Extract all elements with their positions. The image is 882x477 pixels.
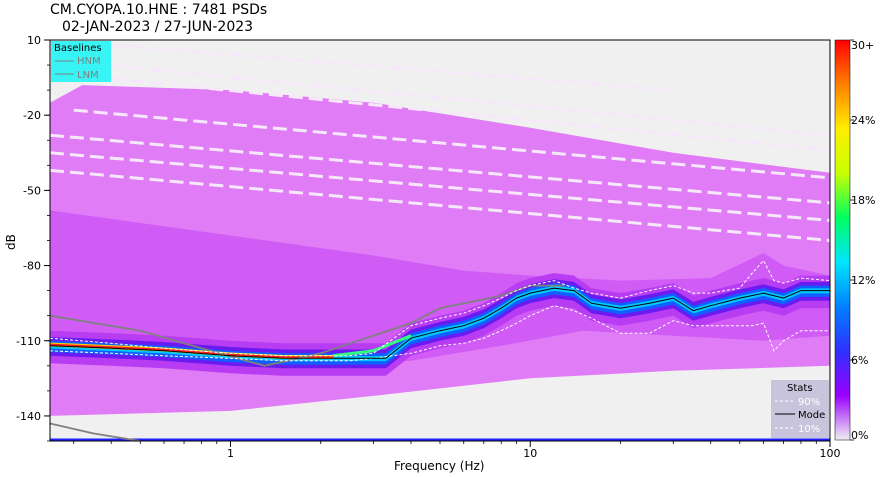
legend-mode-label: Mode	[798, 410, 825, 421]
p90-line	[50, 259, 830, 357]
psd-hotspot-red	[50, 343, 334, 358]
colorbar-tick-label: 18%	[851, 194, 875, 207]
x-axis-label: Frequency (Hz)	[394, 459, 485, 473]
baselines-legend: Baselines HNM LNM	[51, 41, 111, 82]
y-tick-label: -140	[16, 410, 41, 423]
psd-streak	[50, 151, 830, 222]
y-tick-label: -20	[23, 109, 41, 122]
psd-streak	[50, 71, 830, 152]
psd-density-core	[50, 285, 830, 362]
chart-title-daterange: 02-JAN-2023 / 27-JUN-2023	[62, 19, 254, 35]
psd-streak	[50, 133, 830, 205]
y-tick-label: 10	[27, 34, 41, 47]
psd-streak	[50, 58, 830, 137]
y-axis-ticks: 10 -20 -50 -80 -110 -140	[16, 34, 50, 442]
hnm-line	[50, 284, 565, 367]
mode-line	[50, 287, 830, 359]
legend-p90-label: 90%	[798, 397, 820, 408]
x-tick-label: 1	[227, 447, 234, 460]
psd-hotspot-green	[332, 334, 412, 358]
legend-lnm-label: LNM	[77, 70, 99, 81]
colorbar-tick-label: 12%	[851, 274, 875, 287]
psd-density-heatmap	[50, 40, 830, 441]
stats-legend: Stats 90% Mode 10%	[771, 380, 829, 438]
legend-hnm-label: HNM	[77, 56, 101, 67]
y-tick-label: -110	[16, 335, 41, 348]
psd-streak	[50, 168, 830, 242]
lnm-line	[50, 422, 141, 441]
x-tick-label: 10	[523, 447, 537, 460]
colorbar-tick-label: 0%	[851, 429, 868, 442]
colorbar-tick-label: 24%	[851, 114, 875, 127]
statistics-lines	[50, 259, 830, 441]
p10-line	[50, 305, 830, 362]
y-tick-label: -50	[23, 184, 41, 197]
colorbar: 30+ 24% 18% 12% 6% 0%	[834, 39, 875, 442]
stats-legend-title: Stats	[787, 383, 813, 394]
psd-streak	[73, 108, 830, 180]
chart-title-station: CM.CYOPA.10.HNE : 7481 PSDs	[50, 2, 268, 18]
y-tick-label: -80	[23, 260, 41, 273]
colorbar-tick-label: 30+	[851, 39, 874, 52]
baselines-legend-title: Baselines	[54, 43, 102, 54]
colorbar-tick-label: 6%	[851, 354, 868, 367]
psd-streak	[50, 40, 674, 92]
psd-floor	[50, 438, 830, 441]
psd-band-mid	[50, 210, 830, 366]
legend-p10-label: 10%	[798, 424, 820, 435]
x-axis-ticks: 1 10 100	[73, 441, 841, 460]
x-tick-label: 100	[820, 447, 841, 460]
